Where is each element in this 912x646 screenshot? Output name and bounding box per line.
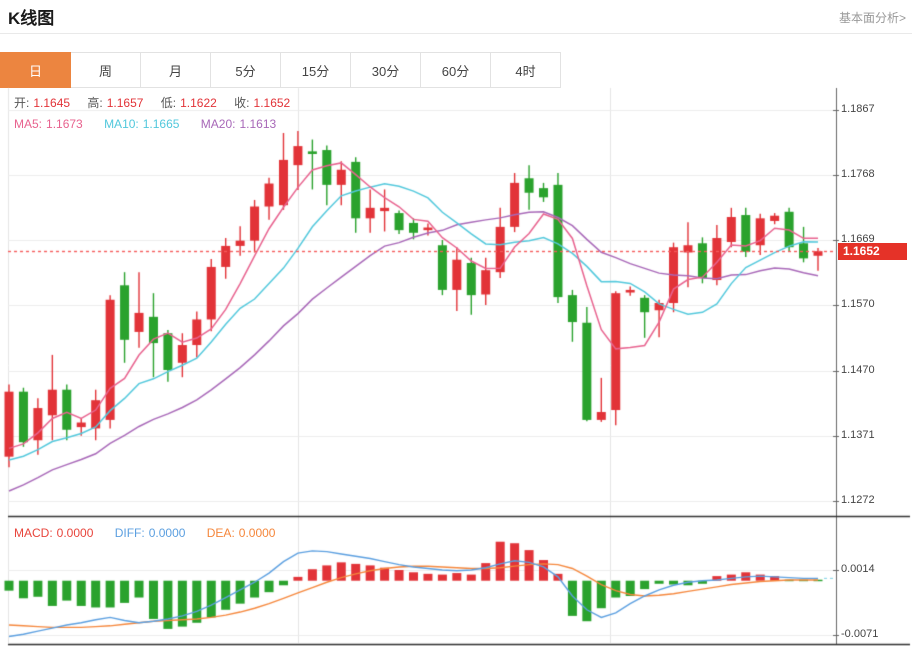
macd-value: 0.0000: [56, 526, 94, 540]
price-tick-5: 1.1470: [841, 364, 875, 376]
ohlc-readout: 开: 1.1645 高: 1.1657 低: 1.1622 收: 1.1652: [14, 94, 294, 111]
macd-readout: MACD: 0.0000 DIFF: 0.0000 DEA: 0.0000: [14, 526, 279, 540]
dea-value: 0.0000: [238, 526, 276, 540]
ma20-label: MA20:: [200, 117, 236, 131]
diff-label: DIFF:: [114, 526, 145, 540]
ma-readout: MA5: 1.1673 MA10: 1.1665 MA20: 1.1613: [14, 117, 280, 131]
ma10-label: MA10:: [104, 117, 139, 131]
high-label: 高:: [87, 96, 103, 110]
close-value: 1.1652: [253, 96, 291, 110]
macd-tick-1: 0.0014: [841, 563, 875, 575]
price-tick-7: 1.1272: [841, 494, 875, 506]
price-tick-6: 1.1371: [841, 429, 875, 441]
diff-value: 0.0000: [148, 526, 186, 540]
low-label: 低:: [160, 96, 177, 110]
ma20-value: 1.1613: [239, 117, 277, 131]
dea-label: DEA:: [206, 526, 235, 540]
low-value: 1.1622: [180, 96, 217, 110]
ma5-value: 1.1673: [46, 117, 83, 131]
last-price-tag: 1.1652: [838, 243, 907, 260]
macd-tick-2: -0.0071: [841, 628, 879, 640]
price-tick-4: 1.1570: [841, 298, 875, 310]
ma10-value: 1.1665: [142, 117, 180, 131]
open-label: 开:: [14, 96, 30, 110]
price-tick-2: 1.1768: [841, 168, 875, 180]
price-tick-3: 1.1669: [841, 233, 875, 245]
open-value: 1.1645: [33, 96, 71, 110]
close-label: 收:: [234, 96, 250, 110]
price-tick-1: 1.1867: [841, 103, 875, 115]
high-value: 1.1657: [106, 96, 144, 110]
ma5-label: MA5:: [14, 117, 43, 131]
macd-label: MACD:: [14, 526, 53, 540]
